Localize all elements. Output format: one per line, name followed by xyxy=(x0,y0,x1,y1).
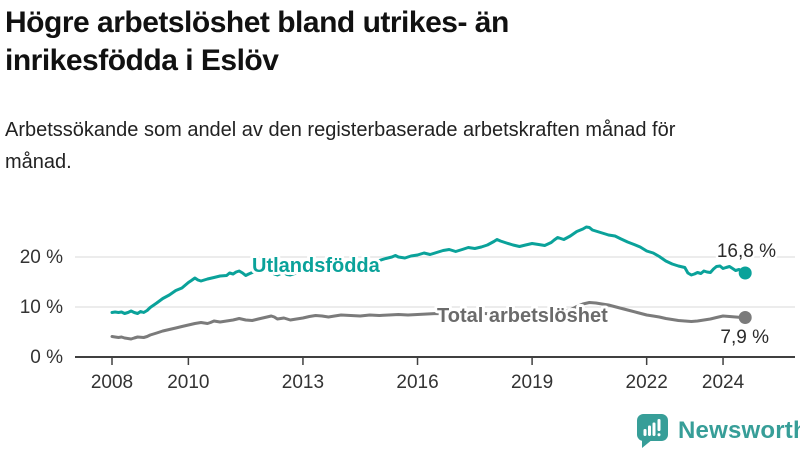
x-tick-label-2013: 2013 xyxy=(282,372,324,393)
series-line-1 xyxy=(110,301,747,341)
x-tick-label-2024: 2024 xyxy=(702,372,745,393)
end-value-utlandsfodda: 16,8 % xyxy=(717,241,776,262)
y-tick-label-20: 20 % xyxy=(20,247,63,268)
chart-subtitle: Arbetssökande som andel av den registerb… xyxy=(5,119,676,173)
end-dot-0 xyxy=(738,266,752,280)
y-tick-label-0: 0 % xyxy=(30,347,63,368)
newsworthy-bubble-chart-icon xyxy=(637,414,668,448)
x-tick-label-2008: 2008 xyxy=(91,372,133,393)
end-dot-1 xyxy=(738,311,752,324)
newsworthy-logo[interactable]: Newsworthy xyxy=(636,413,800,449)
chart-header: Högre arbetslöshet bland utrikes- än inr… xyxy=(5,4,785,80)
series-labels: Utlandsfödda Total arbetslöshet xyxy=(249,252,611,330)
x-axis-ticks: 2008 2010 2013 2016 2019 2022 2024 xyxy=(91,357,745,393)
newsworthy-logo-text: Newsworthy xyxy=(678,417,800,444)
series-line-0 xyxy=(110,225,747,315)
x-tick-label-2016: 2016 xyxy=(396,372,438,393)
series-lines xyxy=(110,225,747,341)
y-tick-label-10: 10 % xyxy=(20,297,63,318)
y-axis-labels: 0 % 10 % 20 % xyxy=(20,247,63,368)
x-tick-label-2022: 2022 xyxy=(626,372,668,393)
series-label-utlandsfodda: Utlandsfödda xyxy=(252,255,381,277)
gridlines xyxy=(75,256,795,308)
x-tick-label-2019: 2019 xyxy=(511,372,553,393)
end-value-total: 7,9 % xyxy=(720,327,769,348)
end-dots xyxy=(738,266,752,324)
chart-title: Högre arbetslöshet bland utrikes- än inr… xyxy=(5,6,509,77)
series-label-total-arbetsloshet: Total arbetslöshet xyxy=(437,305,608,327)
x-tick-label-2010: 2010 xyxy=(167,372,209,393)
end-value-labels: 16,8 % 7,9 % xyxy=(714,239,778,351)
